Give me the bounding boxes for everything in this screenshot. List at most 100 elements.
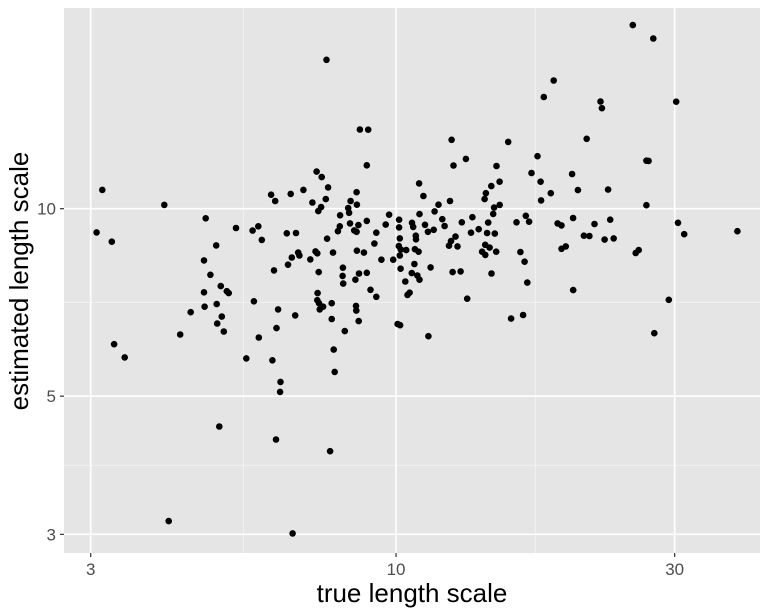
data-point bbox=[519, 311, 527, 319]
data-point bbox=[431, 208, 438, 215]
data-point bbox=[322, 195, 330, 203]
data-point bbox=[389, 256, 397, 264]
x-tick-label: 3 bbox=[86, 560, 95, 579]
y-tick-label: 3 bbox=[47, 525, 56, 544]
data-point bbox=[355, 270, 363, 277]
data-point bbox=[329, 249, 337, 256]
data-point bbox=[367, 286, 374, 294]
data-point bbox=[287, 190, 295, 198]
data-point bbox=[416, 210, 423, 218]
data-point bbox=[491, 230, 499, 237]
data-point bbox=[496, 201, 504, 209]
data-point bbox=[121, 354, 128, 361]
data-point bbox=[319, 303, 327, 311]
data-point bbox=[267, 191, 275, 198]
data-point bbox=[674, 219, 682, 227]
data-point bbox=[425, 332, 432, 340]
data-point bbox=[483, 229, 491, 237]
data-point bbox=[255, 334, 263, 341]
data-point bbox=[439, 215, 446, 223]
data-point bbox=[490, 204, 498, 211]
data-point bbox=[597, 98, 604, 105]
data-point bbox=[450, 162, 457, 169]
data-point bbox=[601, 236, 608, 243]
data-point bbox=[328, 315, 336, 323]
data-points bbox=[93, 21, 741, 537]
data-point bbox=[604, 186, 612, 193]
data-point bbox=[415, 180, 423, 187]
data-point bbox=[522, 212, 530, 220]
data-point bbox=[283, 230, 291, 237]
data-point bbox=[249, 227, 256, 234]
data-point bbox=[289, 530, 296, 537]
data-point bbox=[525, 218, 533, 225]
data-point bbox=[492, 248, 500, 255]
panel-background bbox=[64, 8, 760, 553]
data-point bbox=[458, 219, 466, 226]
data-point bbox=[270, 267, 278, 274]
data-point bbox=[412, 236, 420, 243]
data-point bbox=[353, 307, 360, 314]
data-point bbox=[396, 235, 404, 242]
data-point bbox=[355, 317, 363, 325]
data-point bbox=[314, 250, 321, 257]
data-point bbox=[187, 308, 194, 316]
minor-gridlines bbox=[64, 8, 760, 553]
data-point bbox=[482, 251, 489, 259]
data-point bbox=[250, 298, 258, 305]
y-tick-label: 10 bbox=[37, 200, 56, 219]
x-axis-title: true length scale bbox=[317, 578, 508, 608]
data-point bbox=[314, 289, 321, 297]
data-point bbox=[213, 320, 221, 327]
data-point bbox=[427, 264, 434, 271]
data-point bbox=[665, 296, 673, 304]
data-point bbox=[213, 300, 220, 308]
data-point bbox=[547, 189, 555, 197]
data-point bbox=[421, 221, 429, 229]
data-point bbox=[454, 243, 461, 250]
data-point bbox=[355, 221, 362, 229]
data-point bbox=[591, 220, 598, 228]
data-point bbox=[424, 228, 432, 236]
data-point bbox=[504, 138, 512, 146]
data-point bbox=[318, 173, 326, 181]
data-point bbox=[313, 168, 320, 175]
data-point bbox=[360, 249, 368, 256]
data-point bbox=[395, 216, 403, 223]
y-axis-title: estimated length scale bbox=[4, 152, 34, 411]
data-point bbox=[341, 327, 349, 335]
data-point bbox=[449, 268, 456, 276]
data-point bbox=[528, 169, 535, 177]
data-point bbox=[486, 244, 493, 251]
data-point bbox=[488, 182, 495, 190]
data-point bbox=[272, 436, 280, 443]
data-point bbox=[99, 186, 106, 194]
data-point bbox=[680, 230, 688, 238]
data-point bbox=[395, 224, 403, 231]
data-point bbox=[352, 276, 359, 284]
data-point bbox=[635, 246, 642, 254]
data-point bbox=[200, 257, 208, 264]
data-point bbox=[324, 184, 332, 191]
data-point bbox=[271, 197, 279, 205]
data-point bbox=[336, 212, 344, 219]
data-point bbox=[291, 312, 299, 319]
data-point bbox=[484, 219, 492, 226]
data-point bbox=[258, 236, 266, 244]
data-point bbox=[315, 268, 323, 276]
data-point bbox=[537, 178, 544, 185]
data-point bbox=[415, 248, 422, 255]
data-point bbox=[411, 260, 418, 268]
data-point bbox=[353, 247, 361, 254]
data-point bbox=[583, 135, 590, 143]
data-point bbox=[441, 222, 448, 230]
data-point bbox=[345, 209, 353, 217]
data-point bbox=[382, 221, 390, 228]
data-point bbox=[462, 155, 470, 163]
data-point bbox=[650, 35, 657, 42]
data-point bbox=[489, 210, 497, 218]
data-point bbox=[161, 201, 168, 209]
data-point bbox=[606, 216, 614, 223]
data-point bbox=[202, 215, 209, 222]
